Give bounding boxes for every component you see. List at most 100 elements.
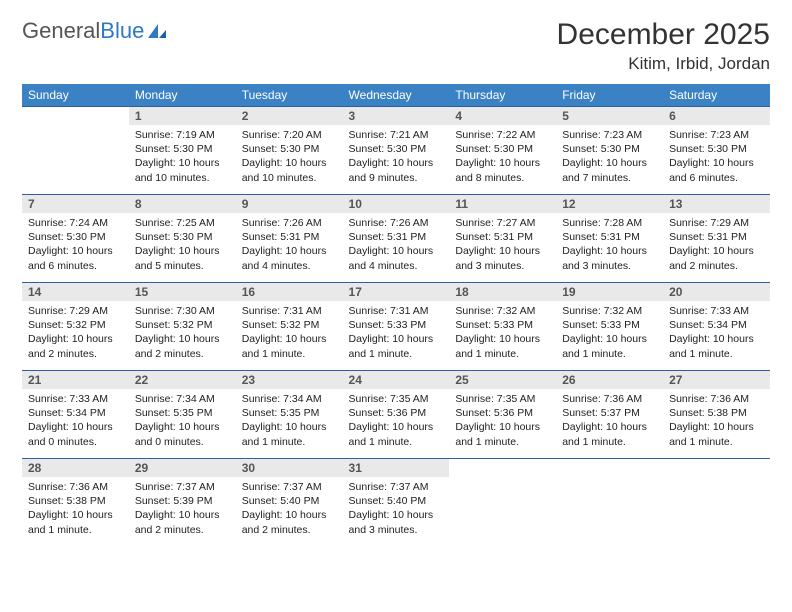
calendar-cell-empty bbox=[556, 459, 663, 547]
calendar-cell: 22Sunrise: 7:34 AMSunset: 5:35 PMDayligh… bbox=[129, 371, 236, 459]
calendar-cell: 23Sunrise: 7:34 AMSunset: 5:35 PMDayligh… bbox=[236, 371, 343, 459]
calendar-cell: 10Sunrise: 7:26 AMSunset: 5:31 PMDayligh… bbox=[343, 195, 450, 283]
weekday-header: Friday bbox=[556, 84, 663, 107]
weekday-header: Monday bbox=[129, 84, 236, 107]
day-number: 1 bbox=[129, 107, 236, 125]
daylight-line: Daylight: 10 hours and 10 minutes. bbox=[135, 156, 230, 184]
daylight-line: Daylight: 10 hours and 10 minutes. bbox=[242, 156, 337, 184]
daylight-line: Daylight: 10 hours and 1 minute. bbox=[455, 332, 550, 360]
calendar-cell: 27Sunrise: 7:36 AMSunset: 5:38 PMDayligh… bbox=[663, 371, 770, 459]
day-number: 17 bbox=[343, 283, 450, 301]
sunrise-line: Sunrise: 7:28 AM bbox=[562, 216, 657, 230]
day-number: 25 bbox=[449, 371, 556, 389]
day-body: Sunrise: 7:31 AMSunset: 5:32 PMDaylight:… bbox=[236, 301, 343, 365]
daylight-line: Daylight: 10 hours and 1 minute. bbox=[242, 420, 337, 448]
sunrise-line: Sunrise: 7:25 AM bbox=[135, 216, 230, 230]
calendar-cell: 8Sunrise: 7:25 AMSunset: 5:30 PMDaylight… bbox=[129, 195, 236, 283]
calendar-cell: 2Sunrise: 7:20 AMSunset: 5:30 PMDaylight… bbox=[236, 107, 343, 195]
calendar-cell-empty bbox=[663, 459, 770, 547]
sunrise-line: Sunrise: 7:23 AM bbox=[562, 128, 657, 142]
daylight-line: Daylight: 10 hours and 2 minutes. bbox=[135, 332, 230, 360]
weekday-row: SundayMondayTuesdayWednesdayThursdayFrid… bbox=[22, 84, 770, 107]
daylight-line: Daylight: 10 hours and 3 minutes. bbox=[562, 244, 657, 272]
day-body: Sunrise: 7:37 AMSunset: 5:40 PMDaylight:… bbox=[236, 477, 343, 541]
sunset-line: Sunset: 5:32 PM bbox=[28, 318, 123, 332]
day-number: 24 bbox=[343, 371, 450, 389]
daylight-line: Daylight: 10 hours and 1 minute. bbox=[562, 420, 657, 448]
day-body: Sunrise: 7:37 AMSunset: 5:40 PMDaylight:… bbox=[343, 477, 450, 541]
day-body: Sunrise: 7:26 AMSunset: 5:31 PMDaylight:… bbox=[236, 213, 343, 277]
day-body: Sunrise: 7:22 AMSunset: 5:30 PMDaylight:… bbox=[449, 125, 556, 189]
sunset-line: Sunset: 5:33 PM bbox=[562, 318, 657, 332]
day-number: 29 bbox=[129, 459, 236, 477]
daylight-line: Daylight: 10 hours and 3 minutes. bbox=[349, 508, 444, 536]
logo-text-gray: General bbox=[22, 18, 100, 44]
daylight-line: Daylight: 10 hours and 9 minutes. bbox=[349, 156, 444, 184]
sunset-line: Sunset: 5:30 PM bbox=[669, 142, 764, 156]
day-body: Sunrise: 7:31 AMSunset: 5:33 PMDaylight:… bbox=[343, 301, 450, 365]
day-number: 31 bbox=[343, 459, 450, 477]
sunrise-line: Sunrise: 7:34 AM bbox=[242, 392, 337, 406]
daylight-line: Daylight: 10 hours and 1 minute. bbox=[562, 332, 657, 360]
sunset-line: Sunset: 5:34 PM bbox=[669, 318, 764, 332]
sunset-line: Sunset: 5:30 PM bbox=[242, 142, 337, 156]
daylight-line: Daylight: 10 hours and 4 minutes. bbox=[349, 244, 444, 272]
daylight-line: Daylight: 10 hours and 0 minutes. bbox=[28, 420, 123, 448]
sunset-line: Sunset: 5:31 PM bbox=[349, 230, 444, 244]
day-number: 19 bbox=[556, 283, 663, 301]
calendar-cell: 3Sunrise: 7:21 AMSunset: 5:30 PMDaylight… bbox=[343, 107, 450, 195]
calendar-row: 28Sunrise: 7:36 AMSunset: 5:38 PMDayligh… bbox=[22, 459, 770, 547]
day-body: Sunrise: 7:32 AMSunset: 5:33 PMDaylight:… bbox=[556, 301, 663, 365]
calendar-cell: 16Sunrise: 7:31 AMSunset: 5:32 PMDayligh… bbox=[236, 283, 343, 371]
daylight-line: Daylight: 10 hours and 1 minute. bbox=[242, 332, 337, 360]
day-number: 11 bbox=[449, 195, 556, 213]
sunrise-line: Sunrise: 7:37 AM bbox=[349, 480, 444, 494]
sunset-line: Sunset: 5:30 PM bbox=[455, 142, 550, 156]
sunrise-line: Sunrise: 7:36 AM bbox=[28, 480, 123, 494]
daylight-line: Daylight: 10 hours and 1 minute. bbox=[28, 508, 123, 536]
day-body: Sunrise: 7:19 AMSunset: 5:30 PMDaylight:… bbox=[129, 125, 236, 189]
day-body: Sunrise: 7:27 AMSunset: 5:31 PMDaylight:… bbox=[449, 213, 556, 277]
daylight-line: Daylight: 10 hours and 2 minutes. bbox=[242, 508, 337, 536]
logo: GeneralBlue bbox=[22, 18, 168, 44]
day-body: Sunrise: 7:29 AMSunset: 5:32 PMDaylight:… bbox=[22, 301, 129, 365]
sunset-line: Sunset: 5:37 PM bbox=[562, 406, 657, 420]
sunrise-line: Sunrise: 7:33 AM bbox=[669, 304, 764, 318]
day-body: Sunrise: 7:35 AMSunset: 5:36 PMDaylight:… bbox=[343, 389, 450, 453]
sunrise-line: Sunrise: 7:19 AM bbox=[135, 128, 230, 142]
sunrise-line: Sunrise: 7:32 AM bbox=[455, 304, 550, 318]
sunset-line: Sunset: 5:38 PM bbox=[669, 406, 764, 420]
day-body: Sunrise: 7:23 AMSunset: 5:30 PMDaylight:… bbox=[663, 125, 770, 189]
day-number: 3 bbox=[343, 107, 450, 125]
daylight-line: Daylight: 10 hours and 1 minute. bbox=[669, 332, 764, 360]
daylight-line: Daylight: 10 hours and 2 minutes. bbox=[28, 332, 123, 360]
sunrise-line: Sunrise: 7:20 AM bbox=[242, 128, 337, 142]
day-body: Sunrise: 7:34 AMSunset: 5:35 PMDaylight:… bbox=[236, 389, 343, 453]
sunset-line: Sunset: 5:30 PM bbox=[135, 230, 230, 244]
sunrise-line: Sunrise: 7:35 AM bbox=[349, 392, 444, 406]
sunrise-line: Sunrise: 7:22 AM bbox=[455, 128, 550, 142]
calendar-thead: SundayMondayTuesdayWednesdayThursdayFrid… bbox=[22, 84, 770, 107]
sunset-line: Sunset: 5:32 PM bbox=[135, 318, 230, 332]
day-number: 14 bbox=[22, 283, 129, 301]
day-number: 16 bbox=[236, 283, 343, 301]
calendar-cell: 28Sunrise: 7:36 AMSunset: 5:38 PMDayligh… bbox=[22, 459, 129, 547]
sunset-line: Sunset: 5:31 PM bbox=[562, 230, 657, 244]
day-number: 20 bbox=[663, 283, 770, 301]
sunset-line: Sunset: 5:33 PM bbox=[455, 318, 550, 332]
sunset-line: Sunset: 5:36 PM bbox=[349, 406, 444, 420]
daylight-line: Daylight: 10 hours and 2 minutes. bbox=[669, 244, 764, 272]
day-number: 4 bbox=[449, 107, 556, 125]
calendar-cell: 30Sunrise: 7:37 AMSunset: 5:40 PMDayligh… bbox=[236, 459, 343, 547]
calendar-cell: 15Sunrise: 7:30 AMSunset: 5:32 PMDayligh… bbox=[129, 283, 236, 371]
page-header: GeneralBlue December 2025 Kitim, Irbid, … bbox=[22, 18, 770, 74]
day-body: Sunrise: 7:21 AMSunset: 5:30 PMDaylight:… bbox=[343, 125, 450, 189]
sunset-line: Sunset: 5:40 PM bbox=[242, 494, 337, 508]
calendar-cell: 14Sunrise: 7:29 AMSunset: 5:32 PMDayligh… bbox=[22, 283, 129, 371]
day-body: Sunrise: 7:34 AMSunset: 5:35 PMDaylight:… bbox=[129, 389, 236, 453]
day-number: 28 bbox=[22, 459, 129, 477]
sunset-line: Sunset: 5:30 PM bbox=[349, 142, 444, 156]
sunrise-line: Sunrise: 7:35 AM bbox=[455, 392, 550, 406]
daylight-line: Daylight: 10 hours and 0 minutes. bbox=[135, 420, 230, 448]
sunrise-line: Sunrise: 7:37 AM bbox=[242, 480, 337, 494]
